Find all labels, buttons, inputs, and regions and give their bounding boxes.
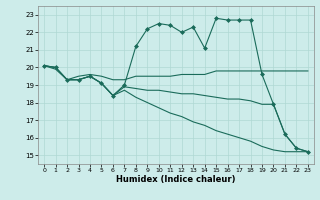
X-axis label: Humidex (Indice chaleur): Humidex (Indice chaleur) bbox=[116, 175, 236, 184]
